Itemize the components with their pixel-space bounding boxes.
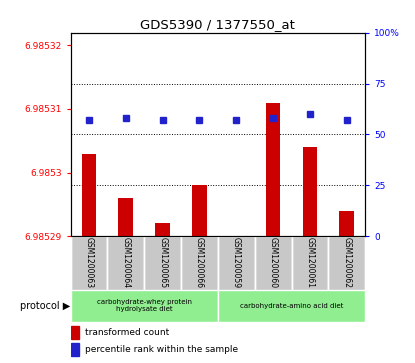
Bar [71, 236, 107, 290]
Text: protocol ▶: protocol ▶ [20, 301, 71, 311]
Bar [155, 224, 170, 236]
Text: GSM1200061: GSM1200061 [305, 237, 315, 289]
Bar [118, 198, 133, 236]
Title: GDS5390 / 1377550_at: GDS5390 / 1377550_at [140, 19, 295, 32]
Bar [291, 236, 328, 290]
Bar [255, 236, 291, 290]
Text: percentile rank within the sample: percentile rank within the sample [85, 346, 238, 355]
Bar [82, 154, 96, 236]
Text: GSM1200060: GSM1200060 [269, 237, 278, 289]
Bar [266, 103, 281, 236]
Bar [71, 290, 218, 322]
Bar [328, 236, 365, 290]
Text: GSM1200065: GSM1200065 [158, 237, 167, 289]
Text: GSM1200066: GSM1200066 [195, 237, 204, 289]
Bar [192, 185, 207, 236]
Text: GSM1200063: GSM1200063 [85, 237, 93, 289]
Text: GSM1200064: GSM1200064 [121, 237, 130, 289]
Bar [218, 290, 365, 322]
Text: GSM1200062: GSM1200062 [342, 237, 351, 289]
Bar [303, 147, 317, 236]
Text: transformed count: transformed count [85, 328, 170, 337]
Bar [144, 236, 181, 290]
Text: GSM1200059: GSM1200059 [232, 237, 241, 289]
Bar [181, 236, 218, 290]
Bar [71, 343, 79, 356]
Bar [339, 211, 354, 236]
Text: carbohydrate-amino acid diet: carbohydrate-amino acid diet [240, 303, 343, 309]
Bar [71, 326, 79, 339]
Bar [107, 236, 144, 290]
Text: carbohydrate-whey protein
hydrolysate diet: carbohydrate-whey protein hydrolysate di… [97, 299, 192, 312]
Bar [218, 236, 255, 290]
